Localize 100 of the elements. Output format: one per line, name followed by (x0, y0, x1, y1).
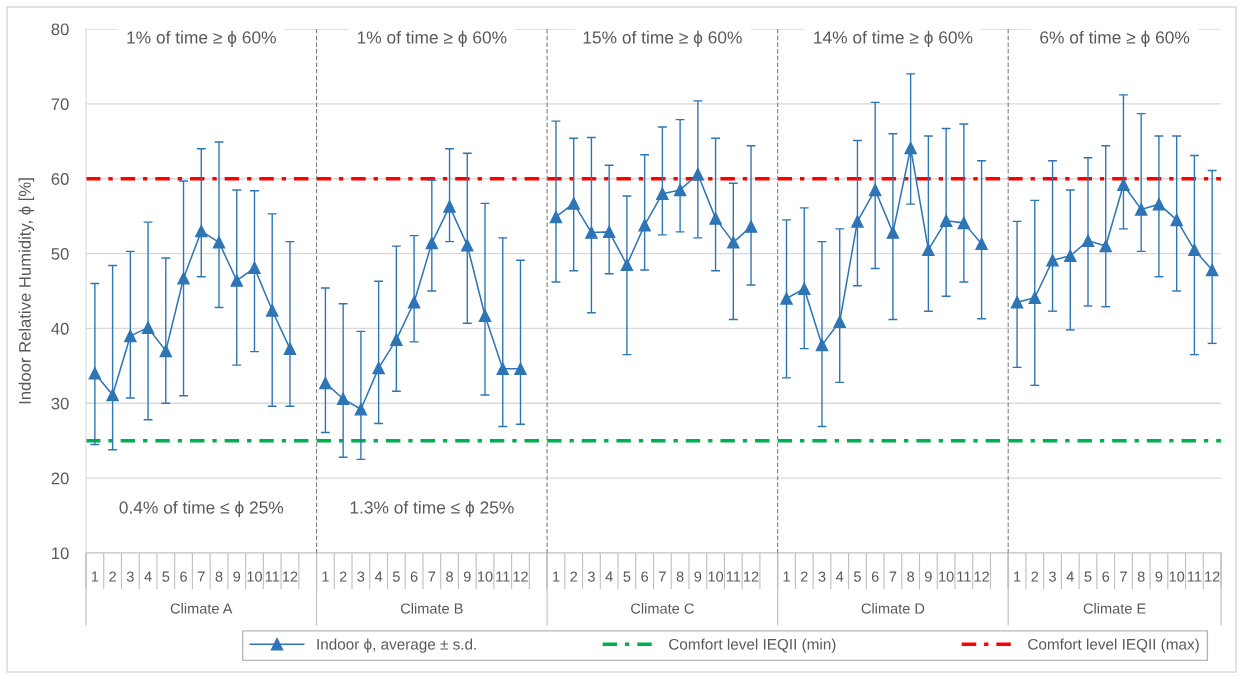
y-tick-label: 80 (51, 23, 69, 36)
point (1028, 291, 1042, 304)
point (868, 183, 882, 197)
x-tick-label: 1 (553, 571, 560, 582)
point (496, 362, 510, 376)
x-tick-label: 1 (322, 571, 329, 582)
point (744, 220, 758, 233)
x-tick-label: 9 (694, 571, 702, 582)
point (1081, 234, 1095, 248)
x-tick-label: 3 (587, 571, 595, 582)
point (1134, 203, 1148, 216)
point (549, 210, 563, 224)
x-tick-label: 4 (1066, 571, 1074, 582)
y-tick-label: 60 (51, 173, 69, 185)
y-axis-title: Indoor Relative Humidity, ϕ [%] (18, 178, 35, 404)
point (1188, 243, 1201, 257)
x-tick-label: 9 (233, 571, 241, 582)
x-tick-label: 8 (215, 571, 223, 582)
annotation: 14% of time ≥ ϕ 60% (814, 30, 973, 48)
point (283, 342, 297, 355)
x-tick-label: 10 (478, 571, 493, 582)
annotation: 6% of time ≥ ϕ 60% (1040, 30, 1190, 48)
x-tick-label: 6 (410, 571, 418, 582)
annotation: 15% of time ≥ ϕ 60% (583, 30, 742, 48)
x-tick-label: 5 (853, 571, 861, 582)
point (478, 309, 492, 322)
point (1152, 197, 1166, 211)
x-tick-label: 11 (1187, 571, 1202, 582)
x-tick-label: 8 (446, 571, 453, 582)
point (780, 292, 793, 305)
point (567, 197, 580, 210)
point (709, 212, 722, 225)
annotation: 1% of time ≥ ϕ 60% (357, 30, 507, 48)
point (106, 388, 119, 402)
x-tick-label: 8 (676, 571, 684, 582)
x-tick-label: 3 (818, 571, 826, 582)
x-tick-label: 10 (1169, 571, 1185, 582)
y-tick-label: 20 (51, 472, 69, 485)
x-tick-label: 5 (392, 571, 400, 582)
x-tick-label: 11 (496, 571, 510, 582)
point (585, 226, 598, 239)
annotation: 1.3% of time ≤ ϕ 25% (350, 500, 514, 518)
x-tick-label: 3 (357, 571, 365, 582)
y-tick-label: 30 (51, 397, 69, 410)
point (265, 304, 279, 317)
x-axis-title: Climate B (400, 603, 463, 614)
x-tick-label: 11 (726, 571, 741, 582)
x-tick-label: 2 (570, 571, 578, 582)
point (372, 361, 385, 375)
point (124, 329, 137, 343)
point (1117, 178, 1130, 191)
point (833, 315, 846, 328)
x-tick-label: 4 (374, 571, 383, 582)
x-tick-label: 4 (144, 571, 152, 582)
y-tick-label: 10 (52, 547, 69, 560)
x-tick-label: 7 (889, 571, 897, 582)
x-axis-title: Climate A (170, 603, 233, 614)
point (443, 200, 456, 213)
point (1170, 213, 1183, 227)
point (691, 167, 705, 181)
x-tick-label: 11 (265, 571, 280, 582)
y-tick-label: 50 (51, 247, 69, 260)
x-tick-label: 12 (513, 571, 528, 582)
point (1064, 249, 1077, 263)
x-axis-title: Climate C (631, 603, 694, 614)
x-tick-label: 5 (623, 571, 631, 582)
point (957, 216, 971, 230)
point (248, 261, 261, 275)
point (177, 272, 190, 285)
x-tick-label: 2 (339, 571, 347, 582)
x-axis-title: Climate D (861, 603, 925, 614)
point (673, 183, 687, 197)
x-tick-label: 10 (708, 571, 724, 582)
point (230, 274, 243, 287)
point (159, 344, 173, 358)
point (1010, 295, 1024, 309)
x-tick-label: 1 (783, 571, 790, 582)
point (656, 187, 669, 200)
x-tick-label: 12 (1205, 571, 1220, 582)
point (797, 282, 811, 296)
y-tick-label: 40 (51, 322, 69, 335)
x-tick-label: 12 (282, 571, 298, 582)
point (602, 225, 616, 239)
point (212, 236, 226, 249)
x-tick-label: 3 (1049, 571, 1056, 582)
point (514, 362, 527, 376)
point (922, 243, 935, 257)
point (407, 295, 421, 309)
x-tick-label: 8 (1137, 571, 1145, 582)
x-tick-label: 2 (109, 571, 116, 582)
point (727, 236, 740, 249)
x-tick-label: 1 (1014, 571, 1021, 582)
x-tick-label: 12 (744, 571, 759, 582)
point (1099, 239, 1112, 253)
annotation: 0.4% of time ≤ ϕ 25% (119, 500, 284, 518)
x-tick-label: 7 (1120, 571, 1127, 582)
x-tick-label: 9 (1155, 571, 1163, 582)
point (390, 333, 403, 346)
legend-label: Comfort level IEQII (max) (1028, 638, 1199, 653)
x-tick-label: 5 (162, 571, 170, 582)
